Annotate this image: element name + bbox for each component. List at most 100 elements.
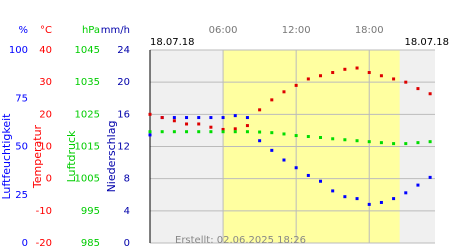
- data-point: [331, 71, 335, 75]
- data-point: [245, 130, 249, 134]
- data-point: [233, 130, 237, 134]
- y-tick-label: 20: [39, 109, 52, 120]
- data-point: [148, 112, 152, 116]
- data-point: [319, 135, 323, 139]
- y-tick-label: 16: [117, 109, 130, 120]
- data-point: [331, 189, 335, 193]
- axis-unit: °C: [40, 25, 52, 36]
- data-point: [197, 116, 201, 120]
- data-point: [258, 130, 262, 134]
- data-point: [270, 148, 274, 152]
- axis-unit: hPa: [82, 25, 100, 36]
- y-tick-label: 0: [46, 174, 52, 185]
- end-date: 18.07.18: [404, 37, 449, 48]
- y-tick-label: 1005: [75, 174, 100, 185]
- data-point: [172, 116, 176, 120]
- y-tick-label: 40: [39, 45, 52, 56]
- data-point: [197, 130, 201, 134]
- data-point: [221, 127, 225, 131]
- y-tick-label: 8: [124, 174, 130, 185]
- y-tick-label: 985: [81, 238, 100, 249]
- data-point: [233, 114, 237, 118]
- data-point: [392, 77, 396, 81]
- data-point: [367, 202, 371, 206]
- data-point: [160, 130, 164, 134]
- x-tick-label: 06:00: [209, 25, 238, 36]
- data-point: [355, 66, 359, 70]
- data-point: [355, 197, 359, 201]
- y-tick-label: 50: [15, 142, 28, 153]
- data-point: [379, 141, 383, 145]
- axis-title: Luftfeuchtigkeit: [0, 113, 13, 200]
- x-tick-label: 12:00: [282, 25, 311, 36]
- data-point: [282, 132, 286, 136]
- y-tick-label: -20: [36, 238, 52, 249]
- data-point: [172, 130, 176, 134]
- data-point: [355, 139, 359, 143]
- data-point: [172, 119, 176, 123]
- data-point: [306, 77, 310, 81]
- y-tick-label: 20: [117, 77, 130, 88]
- y-tick-label: 0: [22, 238, 28, 249]
- y-tick-label: 24: [117, 45, 130, 56]
- data-point: [392, 197, 396, 201]
- y-tick-label: 25: [15, 190, 28, 201]
- data-point: [294, 83, 298, 87]
- start-date: 18.07.18: [150, 37, 195, 48]
- y-tick-label: 100: [9, 45, 28, 56]
- data-point: [404, 191, 408, 195]
- data-point: [416, 141, 420, 145]
- data-point: [367, 71, 371, 75]
- data-point: [270, 98, 274, 102]
- data-point: [160, 116, 164, 120]
- axis-title: Luftdruck: [65, 130, 78, 182]
- data-point: [148, 130, 152, 134]
- data-point: [221, 116, 225, 120]
- data-point: [197, 122, 201, 126]
- axis-title: Temperatur: [31, 124, 44, 189]
- data-point: [306, 173, 310, 177]
- data-point: [209, 125, 213, 129]
- data-point: [148, 133, 152, 137]
- y-tick-label: 1025: [75, 109, 100, 120]
- data-point: [343, 67, 347, 71]
- data-point: [245, 116, 249, 120]
- data-point: [245, 124, 249, 128]
- data-point: [392, 142, 396, 146]
- data-point: [258, 139, 262, 143]
- axis-unit: %: [18, 25, 28, 36]
- y-tick-label: 10: [39, 142, 52, 153]
- data-point: [270, 131, 274, 135]
- data-point: [233, 127, 237, 131]
- data-point: [404, 80, 408, 84]
- data-point: [294, 134, 298, 138]
- data-point: [416, 87, 420, 91]
- data-point: [367, 140, 371, 144]
- data-point: [379, 200, 383, 204]
- y-tick-label: 75: [15, 93, 28, 104]
- data-point: [282, 90, 286, 94]
- data-point: [428, 175, 432, 179]
- created-note: Erstellt: 02.06.2025 18:26: [175, 235, 306, 246]
- axis-title: Niederschlag: [105, 121, 118, 193]
- data-point: [416, 183, 420, 187]
- x-tick-label: 18:00: [355, 25, 384, 36]
- data-point: [428, 140, 432, 144]
- y-tick-label: 12: [117, 142, 130, 153]
- data-point: [404, 142, 408, 146]
- data-point: [306, 135, 310, 139]
- data-point: [343, 195, 347, 199]
- y-tick-label: -10: [36, 206, 52, 217]
- data-point: [221, 130, 225, 134]
- data-point: [258, 108, 262, 112]
- data-point: [185, 116, 189, 120]
- data-point: [428, 92, 432, 96]
- data-point: [319, 179, 323, 183]
- y-tick-label: 30: [39, 77, 52, 88]
- data-point: [379, 74, 383, 78]
- y-tick-label: 0: [124, 238, 130, 249]
- y-tick-label: 995: [81, 206, 100, 217]
- axis-unit: mm/h: [101, 25, 130, 36]
- data-point: [209, 130, 213, 134]
